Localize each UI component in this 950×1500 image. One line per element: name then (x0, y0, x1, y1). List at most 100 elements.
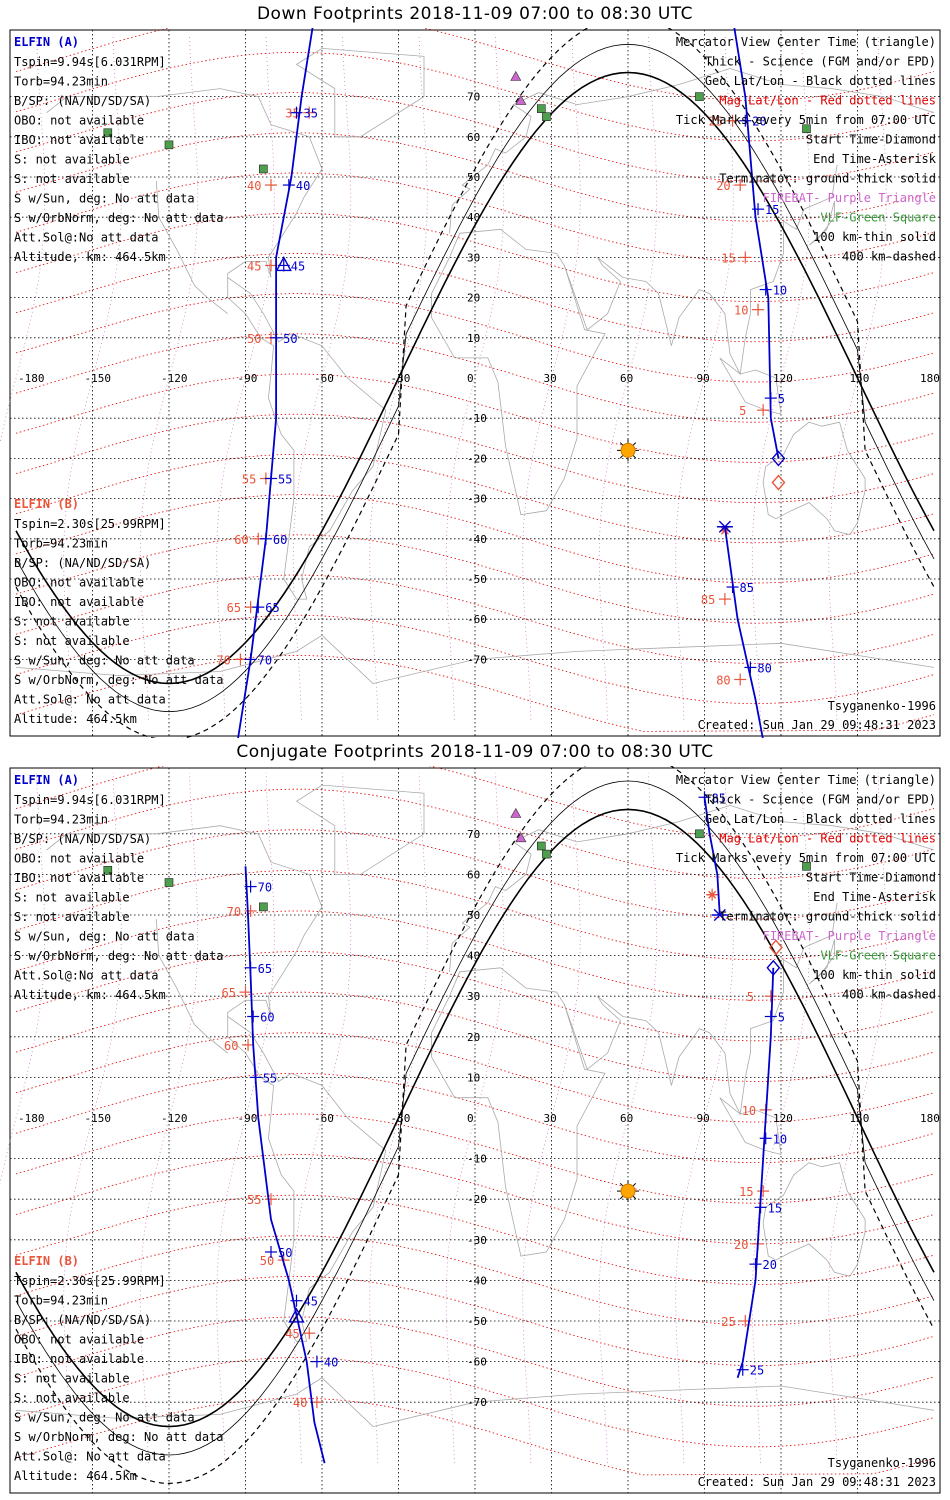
vlf-square-icon (542, 849, 551, 859)
elfin-a-line: Tspin=9.94s[6.031RPM] (14, 793, 166, 807)
lon-tick-label: -90 (238, 372, 258, 385)
lat-tick-label: 30 (467, 251, 480, 264)
coastline (295, 47, 425, 138)
tick-label: 35 (304, 107, 318, 121)
tick-label: 80 (716, 674, 730, 688)
tick-label: 55 (278, 473, 292, 487)
terminator (15, 766, 935, 1485)
sun-ray (619, 442, 624, 446)
tick-label: 10 (773, 284, 787, 298)
lat-tick-label: 50 (467, 909, 480, 922)
mag-lat-line (15, 534, 935, 624)
tick-label: 60 (234, 533, 248, 547)
center-time-triangle-icon (275, 255, 292, 272)
vlf-square-icon (164, 878, 174, 887)
elfin-b-line: S w/Sun, deg: No att data (14, 1411, 195, 1425)
elfin-b-line: S w/Sun, deg: No att data (14, 654, 195, 668)
coastline (431, 228, 606, 516)
start-diamond-icon (771, 474, 786, 491)
sun-ray (632, 1182, 637, 1187)
coastlines (15, 47, 935, 684)
sun-ray (632, 442, 637, 446)
sun-disc (620, 1183, 636, 1199)
lon-tick-label: -150 (85, 1112, 112, 1125)
elfin-b-line: Tspin=2.30s[25.99RPM] (14, 517, 166, 531)
legend-line: VLF-Green Square (820, 211, 936, 225)
legend-line: Mercator View Center Time (triangle) (676, 35, 936, 49)
tick-label: 15 (721, 251, 735, 265)
vlf-square-icon (695, 829, 704, 839)
coastline (431, 967, 606, 1257)
lon-tick-label: -90 (238, 1112, 258, 1125)
elfin-b-line: S: not available (14, 1372, 130, 1386)
lat-tick-label: 30 (467, 990, 480, 1003)
lat-tick-label: 40 (467, 211, 480, 224)
firebat-triangle-icon (515, 832, 527, 843)
tick-label: 5 (739, 404, 746, 418)
legend-line: 400 km-dashed (842, 988, 936, 1002)
terminator-100km (15, 780, 935, 1456)
legend-line: Thick - Science (FGM and/or EPD) (705, 793, 936, 807)
lon-tick-label: 30 (544, 372, 557, 385)
tick-label: 50 (247, 332, 261, 346)
tick-label: 20 (752, 115, 766, 129)
elfin-a-line: OBO: not available (14, 852, 144, 866)
legend: Mercator View Center Time (triangle) Thic… (676, 773, 937, 1002)
elfin-b-header: ELFIN (B) (14, 497, 79, 511)
ground-markers (103, 807, 811, 912)
elfin-a-line: Tspin=9.94s[6.031RPM] (14, 55, 166, 69)
lon-tick-label: -60 (314, 372, 334, 385)
firebat-triangle-icon (510, 70, 522, 81)
tick-label: 65 (265, 601, 279, 615)
tick-label: 50 (283, 332, 297, 346)
lat-tick-label: -60 (467, 1356, 487, 1369)
lon-tick-label: 180 (920, 1112, 940, 1125)
elfin-a-line: IBO: not available (14, 871, 144, 885)
lat-tick-label: 60 (467, 868, 480, 881)
tick-label: 60 (260, 1011, 274, 1025)
sun-ray (632, 1195, 637, 1200)
elfin-a-line: S: not available (14, 910, 130, 924)
tick-label: 85 (701, 593, 715, 607)
legend-line: Mercator View Center Time (triangle) (676, 773, 936, 787)
mag-lon-line (675, 772, 734, 1464)
axis-labels: -180 -150 -120 -90 -60 -30 0 30 60 90 120 150 180 70 6… (18, 91, 940, 667)
tick-label: 40 (296, 179, 310, 193)
lat-tick-label: -30 (467, 1234, 487, 1247)
tick-label: 5 (747, 990, 754, 1004)
tick-label: 5 (778, 392, 785, 406)
elfin-a-line: Att.Sol@:No att data (14, 231, 159, 245)
elfin-a-line: Altitude, km: 464.5km (14, 988, 166, 1002)
lon-tick-label: 180 (920, 372, 940, 385)
legend-line: 100 km-thin solid (813, 968, 936, 982)
elfin-a-line: IBO: not available (14, 133, 144, 147)
tick-label: 25 (721, 1315, 735, 1329)
terminator (15, 28, 935, 738)
vlf-square-icon (536, 841, 546, 851)
tick-label: 65 (227, 601, 241, 615)
tick-label: 60 (224, 1039, 238, 1053)
mag-lon-line (445, 772, 505, 1464)
legend-line: FIREBAT- Purple Triangle (763, 929, 936, 943)
vlf-square-icon (103, 866, 113, 875)
elfin-b-line: IBO: not available (14, 1352, 144, 1366)
elfin-b-info: ELFIN (B) Tspin=2.30s[25.99RPM] Torb=94.23… (14, 1254, 224, 1483)
lon-tick-label: -120 (161, 1112, 188, 1125)
coastline (155, 919, 228, 1054)
lat-tick-label: 20 (467, 1031, 480, 1044)
coastline (449, 68, 935, 234)
lon-tick-label: -30 (391, 1112, 411, 1125)
legend-line: Tick Marks every 5min from 07:00 UTC (676, 851, 936, 865)
tick-label: 40 (247, 179, 261, 193)
track-line (244, 866, 326, 1464)
tick-label: 5 (778, 1011, 785, 1025)
tick-label: 15 (765, 203, 779, 217)
elfin-b-line: Altitude: 464.5km (14, 712, 137, 726)
track-line (724, 526, 764, 738)
mag-lat-line (15, 132, 935, 222)
elfin-b-line: Torb=94.23min (14, 1294, 108, 1308)
tick-label: 20 (763, 1258, 777, 1272)
lat-tick-label: -40 (467, 533, 487, 546)
